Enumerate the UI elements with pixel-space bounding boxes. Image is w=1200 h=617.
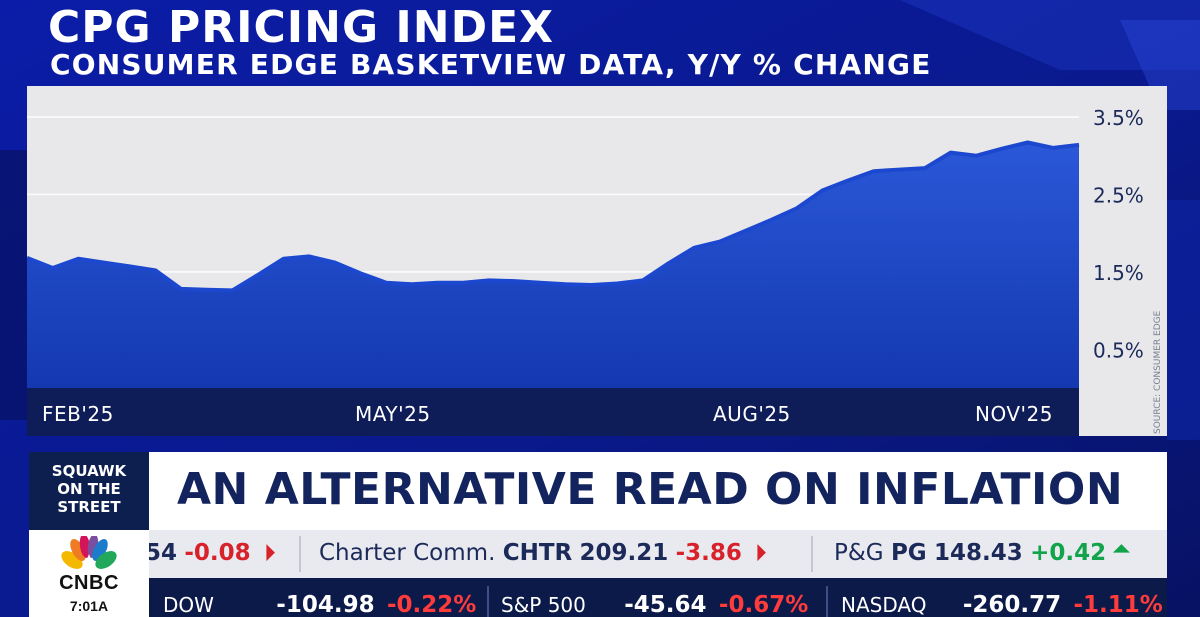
index-nasdaq: NASDAQ -260.77 -1.11% — [841, 592, 1163, 617]
stock-symbol: CHTR — [502, 540, 573, 566]
stock-price: 148.43 — [934, 540, 1023, 566]
down-arrow-icon — [257, 544, 275, 562]
index-dow: DOW -104.98 -0.22% — [163, 592, 476, 617]
chart-title: CPG PRICING INDEX — [48, 2, 555, 53]
stock-price: 209.21 — [579, 540, 669, 566]
ticker-item-chtr: Charter Comm. CHTR 209.21 -3.86 — [319, 540, 766, 566]
stock-name: P&G — [834, 540, 884, 566]
ticker-item-partial: 54 -0.08 — [149, 540, 275, 566]
stock-symbol: PG — [890, 540, 927, 566]
source-label: SOURCE: CONSUMER EDGE — [1153, 310, 1163, 434]
stock-ticker: 54 -0.08 Charter Comm. CHTR 209.21 -3.86… — [149, 530, 1167, 578]
index-sp500: S&P 500 -45.64 -0.67% — [501, 592, 808, 617]
x-tick-label: NOV'25 — [975, 402, 1053, 426]
headline: AN ALTERNATIVE READ ON INFLATION — [177, 464, 1124, 515]
chart-subtitle: CONSUMER EDGE BASKETVIEW DATA, Y/Y % CHA… — [50, 48, 932, 81]
stock-name: Charter Comm. — [319, 540, 496, 566]
index-pct: -0.67% — [718, 592, 809, 617]
index-name: S&P 500 — [501, 593, 586, 617]
index-value: -45.64 — [624, 592, 707, 617]
headline-box: AN ALTERNATIVE READ ON INFLATION — [149, 452, 1167, 530]
index-pct: -0.22% — [386, 592, 477, 617]
ticker-item-pg: P&G PG 148.43 +0.42 — [834, 540, 1131, 566]
index-divider — [487, 586, 489, 617]
x-tick-label: FEB'25 — [42, 402, 114, 426]
index-divider — [826, 586, 828, 617]
show-name-box: SQUAWK ON THE STREET — [29, 452, 149, 530]
ticker-divider — [811, 536, 813, 572]
show-name: SQUAWK ON THE STREET — [51, 462, 127, 516]
partial-change: -0.08 — [184, 540, 251, 566]
chart-panel: 3.5% 2.5% 1.5% 0.5% FEB'25 MAY'25 AUG'25 NOV'25… — [27, 86, 1167, 436]
partial-symbol: 54 — [149, 540, 178, 566]
x-axis-band — [27, 388, 1079, 436]
index-ticker: DOW -104.98 -0.22% S&P 500 -45.64 -0.67%… — [149, 578, 1167, 617]
up-arrow-icon — [1113, 544, 1131, 562]
network-logo-box: CNBC 7:01A — [29, 530, 149, 617]
y-tick-label: 0.5% — [1093, 338, 1144, 362]
ticker-divider — [299, 536, 301, 572]
series-line — [27, 140, 1080, 293]
pricing-index-chart: 3.5% 2.5% 1.5% 0.5% FEB'25 MAY'25 AUG'25 NOV'25… — [27, 86, 1167, 436]
index-name: NASDAQ — [841, 593, 927, 617]
clock: 7:01A — [69, 598, 109, 614]
x-tick-label: MAY'25 — [355, 402, 431, 426]
y-tick-label: 3.5% — [1093, 106, 1144, 130]
stock-change: +0.42 — [1030, 540, 1107, 566]
network-name: CNBC — [59, 572, 119, 594]
x-tick-label: AUG'25 — [713, 402, 791, 426]
peacock-logo-icon — [61, 536, 117, 570]
down-arrow-icon — [748, 544, 766, 562]
index-value: -260.77 — [962, 592, 1062, 617]
area-series — [27, 142, 1079, 388]
index-value: -104.98 — [276, 592, 375, 617]
index-name: DOW — [163, 593, 214, 617]
y-tick-label: 2.5% — [1093, 183, 1144, 207]
y-tick-label: 1.5% — [1093, 261, 1144, 285]
stock-change: -3.86 — [675, 540, 742, 566]
index-pct: -1.11% — [1073, 592, 1163, 617]
